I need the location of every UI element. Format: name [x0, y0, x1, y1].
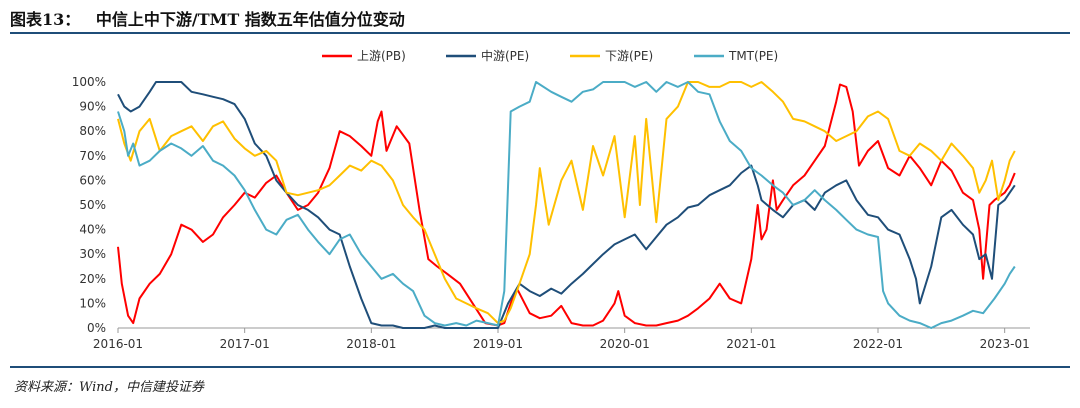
x-tick-label: 2023-01	[980, 337, 1030, 351]
legend-label: 下游(PE)	[605, 49, 653, 63]
figure-title-text: 中信上中下游/TMT 指数五年估值分位变动	[95, 10, 405, 29]
y-axis: 0% 10% 20% 30% 40% 50% 60% 70% 80% 90% 100%	[72, 75, 106, 335]
y-tick-label: 0%	[87, 321, 106, 335]
y-tick-label: 10%	[79, 296, 106, 310]
x-axis: 2016-01 2017-01 2018-01 2019-01 2020-01 2021-…	[93, 327, 1030, 351]
x-tick-label: 2017-01	[220, 337, 270, 351]
series-line-下游(PE)	[117, 81, 1016, 325]
x-tick-label: 2021-01	[726, 337, 776, 351]
legend: 上游(PB) 中游(PE) 下游(PE) TMT(PE)	[322, 48, 778, 63]
x-tick-label: 2018-01	[346, 337, 396, 351]
series-line-TMT(PE)	[117, 81, 1016, 329]
y-tick-label: 40%	[79, 223, 106, 237]
y-tick-label: 50%	[79, 198, 106, 212]
figure-label: 图表13：	[10, 10, 81, 29]
legend-label: TMT(PE)	[728, 49, 778, 63]
y-tick-label: 20%	[79, 272, 106, 286]
x-tick-label: 2016-01	[93, 337, 143, 351]
series-layer	[117, 81, 1016, 329]
y-tick-label: 80%	[79, 124, 106, 138]
y-tick-label: 90%	[79, 100, 106, 114]
series-line-中游(PE)	[117, 81, 1016, 329]
bottom-rule	[10, 366, 1070, 368]
x-tick-label: 2019-01	[473, 337, 523, 351]
source-note: 资料来源：Wind，中信建投证券	[14, 380, 204, 395]
y-tick-label: 70%	[79, 149, 106, 163]
legend-label: 中游(PE)	[481, 48, 529, 63]
y-tick-label: 100%	[72, 75, 106, 89]
y-tick-label: 60%	[79, 173, 106, 187]
series-line-上游(PB)	[117, 83, 1016, 327]
x-tick-label: 2020-01	[600, 337, 650, 351]
legend-label: 上游(PB)	[357, 49, 406, 63]
y-tick-label: 30%	[79, 247, 106, 261]
figure-title: 图表13： 中信上中下游/TMT 指数五年估值分位变动	[10, 6, 405, 29]
chart-svg: 上游(PB) 中游(PE) 下游(PE) TMT(PE) 0% 10% 20% 30% 40%…	[72, 48, 1030, 351]
top-rule	[10, 32, 1070, 34]
x-tick-label: 2022-01	[853, 337, 903, 351]
